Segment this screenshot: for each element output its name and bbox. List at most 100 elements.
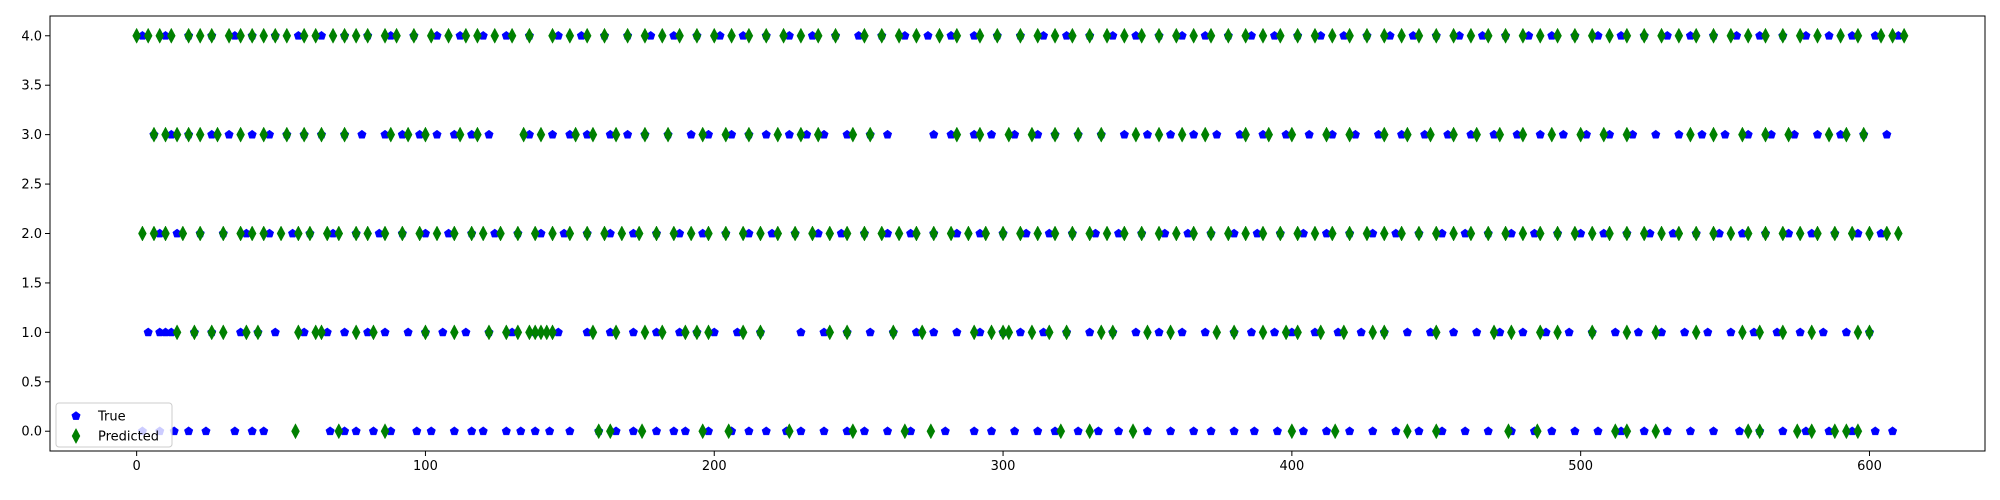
true-point	[230, 426, 240, 436]
true-point	[1033, 426, 1043, 436]
predicted-point	[519, 126, 528, 143]
predicted-point	[1027, 126, 1037, 143]
predicted-point	[530, 225, 540, 242]
predicted-point	[1016, 225, 1025, 242]
series-predicted	[132, 27, 1909, 440]
true-point	[1015, 327, 1025, 337]
predicted-point	[392, 27, 401, 44]
predicted-point	[594, 423, 604, 440]
predicted-point	[1345, 225, 1354, 242]
predicted-point	[1894, 225, 1903, 242]
true-point	[547, 129, 558, 139]
predicted-point	[640, 27, 650, 44]
predicted-point	[1120, 225, 1129, 242]
predicted-point	[1495, 126, 1505, 143]
predicted-point	[461, 27, 471, 44]
predicted-point	[669, 225, 679, 242]
predicted-point	[421, 324, 430, 341]
predicted-point	[409, 27, 419, 44]
predicted-point	[363, 27, 372, 44]
predicted-point	[1212, 324, 1222, 341]
predicted-point	[1241, 27, 1250, 44]
predicted-point	[334, 225, 344, 242]
predicted-point	[704, 324, 713, 341]
predicted-point	[1743, 27, 1753, 44]
predicted-point	[236, 126, 245, 143]
true-point	[449, 426, 459, 436]
predicted-point	[1813, 27, 1822, 44]
true-point	[478, 426, 488, 436]
predicted-point	[1310, 27, 1320, 44]
true-point	[1249, 426, 1259, 436]
predicted-point	[640, 126, 650, 143]
true-point	[1189, 426, 1199, 436]
predicted-point	[1738, 324, 1747, 341]
predicted-point	[340, 27, 349, 44]
predicted-point	[926, 423, 936, 440]
predicted-point	[1795, 27, 1805, 44]
predicted-point	[1865, 324, 1874, 341]
predicted-point	[1853, 27, 1863, 44]
predicted-point	[294, 225, 303, 242]
true-point	[1651, 129, 1661, 139]
predicted-point	[1853, 324, 1863, 341]
predicted-point	[195, 126, 205, 143]
true-point	[1697, 129, 1707, 139]
predicted-point	[473, 126, 482, 143]
predicted-point	[975, 27, 985, 44]
predicted-point	[1362, 225, 1372, 242]
predicted-point	[311, 324, 320, 341]
predicted-point	[149, 225, 159, 242]
predicted-point	[1403, 423, 1412, 440]
predicted-point	[1414, 225, 1424, 242]
x-tick-label: 400	[1279, 459, 1304, 474]
legend-item-true: True	[71, 410, 126, 425]
predicted-point	[1899, 27, 1909, 44]
predicted-point	[415, 225, 424, 242]
true-point	[1518, 327, 1528, 337]
predicted-point	[894, 27, 904, 44]
predicted-point	[1172, 27, 1181, 44]
predicted-point	[773, 126, 783, 143]
predicted-point	[363, 225, 372, 242]
true-point	[1680, 327, 1690, 337]
predicted-point	[1691, 324, 1701, 341]
predicted-point	[1599, 126, 1609, 143]
predicted-point	[1062, 324, 1071, 341]
true-point	[865, 327, 875, 337]
predicted-point	[1587, 27, 1597, 44]
x-axis: 0 100 200 300 400 500 600	[133, 451, 1882, 474]
predicted-point	[1836, 27, 1845, 44]
predicted-point	[1096, 126, 1106, 143]
predicted-point	[317, 126, 326, 143]
true-point	[680, 426, 690, 436]
predicted-point	[692, 324, 702, 341]
true-point	[1142, 426, 1153, 436]
predicted-point	[386, 126, 396, 143]
true-point	[484, 129, 494, 139]
predicted-point	[1570, 225, 1580, 242]
true-point	[247, 426, 257, 436]
predicted-point	[1743, 225, 1753, 242]
legend-marker-shape	[71, 427, 81, 445]
predicted-point	[565, 27, 575, 44]
predicted-point	[1276, 225, 1285, 242]
predicted-point	[1380, 324, 1389, 341]
predicted-point	[259, 27, 268, 44]
true-point	[1708, 426, 1719, 436]
predicted-point	[981, 225, 991, 242]
predicted-point	[484, 324, 494, 341]
predicted-point	[842, 225, 852, 242]
predicted-point	[663, 126, 673, 143]
predicted-point	[860, 27, 869, 44]
predicted-point	[1397, 27, 1406, 44]
predicted-point	[1553, 225, 1562, 242]
predicted-point	[1709, 126, 1718, 143]
predicted-point	[727, 27, 736, 44]
true-point	[1368, 426, 1378, 436]
predicted-point	[1380, 126, 1389, 143]
predicted-point	[444, 27, 453, 44]
predicted-point	[1258, 225, 1268, 242]
predicted-point	[1068, 225, 1077, 242]
